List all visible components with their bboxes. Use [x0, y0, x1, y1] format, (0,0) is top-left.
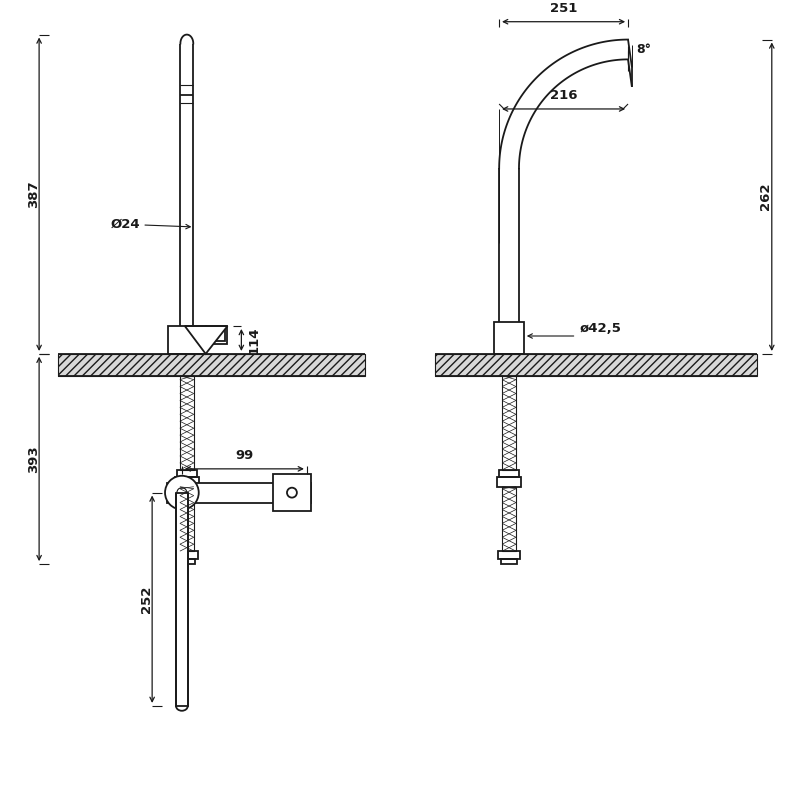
Bar: [498, 551, 520, 559]
Polygon shape: [185, 326, 227, 354]
Bar: [209, 329, 225, 341]
Bar: [180, 486, 194, 551]
Bar: [273, 474, 310, 511]
Bar: [501, 559, 517, 564]
Text: 251: 251: [550, 2, 578, 14]
Text: 8°: 8°: [636, 42, 651, 56]
Bar: [58, 354, 366, 376]
Bar: [177, 470, 197, 477]
Text: Ø24: Ø24: [110, 218, 140, 230]
Bar: [176, 551, 198, 559]
Circle shape: [165, 476, 198, 510]
Polygon shape: [185, 326, 227, 354]
Bar: [494, 322, 524, 354]
Bar: [497, 477, 521, 486]
Circle shape: [177, 488, 187, 498]
Text: 393: 393: [26, 445, 40, 473]
Text: 262: 262: [759, 183, 772, 210]
Bar: [167, 482, 310, 502]
Text: ø42,5: ø42,5: [579, 322, 622, 335]
Text: 387: 387: [26, 181, 40, 208]
Circle shape: [287, 488, 297, 498]
Bar: [502, 376, 516, 470]
Bar: [434, 354, 757, 376]
Bar: [499, 470, 519, 477]
Bar: [179, 559, 194, 564]
Bar: [180, 376, 194, 470]
Bar: [502, 486, 516, 551]
Text: 216: 216: [550, 89, 578, 102]
Bar: [206, 326, 227, 344]
Text: 252: 252: [140, 586, 153, 613]
Text: 114: 114: [247, 326, 260, 354]
Bar: [175, 477, 198, 486]
Bar: [176, 493, 188, 706]
Bar: [168, 326, 206, 354]
Text: 99: 99: [235, 449, 254, 462]
